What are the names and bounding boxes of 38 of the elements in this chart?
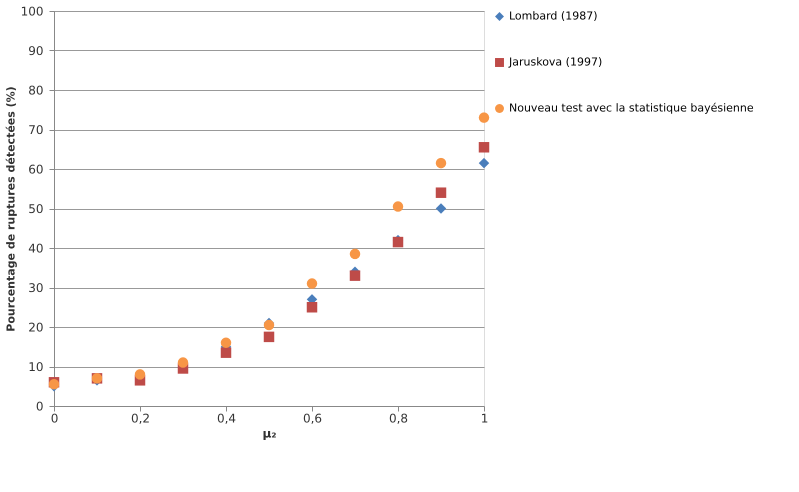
point (478, 142, 490, 153)
point (134, 369, 146, 380)
point (264, 332, 274, 342)
point (220, 338, 232, 348)
point (350, 270, 360, 281)
y-tick-label: 0 (36, 400, 44, 414)
point (178, 357, 188, 368)
y-tick-label: 70 (28, 123, 44, 137)
y-tick-label: 40 (28, 242, 44, 256)
x-tick-label: 1 (480, 412, 488, 426)
y-tick-label: 100 (20, 4, 44, 18)
y-tick-label: 90 (28, 44, 44, 58)
x-tick-label: 0,6 (302, 412, 322, 426)
y-axis-title: Pourcentage de ruptures détectées (%) (4, 86, 18, 332)
point (220, 347, 232, 358)
point (436, 187, 446, 198)
y-tick-label: 30 (28, 281, 44, 295)
legend-label: Jaruskova (1997) (508, 56, 602, 68)
x-axis-title: μ₂ (262, 426, 277, 440)
y-tick-label: 10 (28, 360, 44, 374)
legend-label: Lombard (1987) (509, 10, 598, 22)
point (392, 201, 404, 212)
y-tick-label: 20 (28, 320, 44, 334)
x-tick-label: 0,2 (130, 412, 150, 426)
point (350, 248, 360, 260)
x-tick-label: 0 (50, 412, 58, 426)
point (306, 278, 318, 289)
legend-label: Nouveau test avec la statistique bayésienne (509, 102, 754, 114)
point (478, 112, 490, 123)
y-tick-label: 50 (28, 202, 44, 216)
point (306, 302, 318, 312)
point (436, 158, 446, 168)
x-tick-label: 0,4 (216, 412, 236, 426)
point (436, 203, 446, 214)
x-tick-label: 0,8 (388, 412, 408, 426)
point (478, 158, 490, 168)
y-tick-label: 60 (28, 162, 44, 176)
y-tick-label: 80 (28, 84, 44, 98)
